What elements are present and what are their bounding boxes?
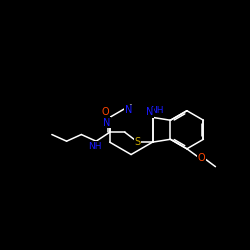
Text: S: S: [135, 137, 141, 147]
Text: N: N: [125, 105, 132, 115]
Text: N: N: [103, 118, 110, 128]
Text: N: N: [146, 107, 154, 117]
Text: O: O: [198, 153, 205, 163]
Text: O: O: [102, 107, 110, 117]
Text: NH: NH: [150, 106, 164, 115]
Text: NH: NH: [88, 142, 102, 151]
